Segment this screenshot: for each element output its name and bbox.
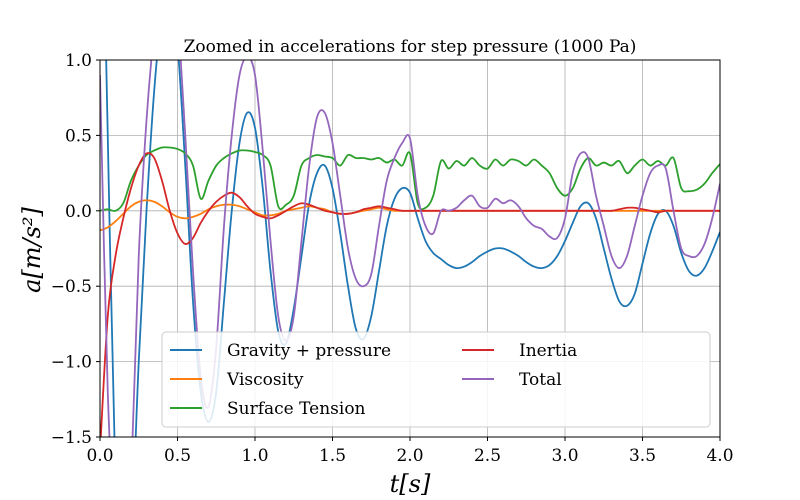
series-line: [100, 152, 720, 437]
x-tick-label: 0.0: [86, 446, 113, 466]
legend-label: Surface Tension: [227, 399, 366, 419]
x-tick-label: 3.5: [629, 446, 656, 466]
legend-label: Inertia: [519, 341, 577, 361]
x-tick-label: 1.5: [319, 446, 346, 466]
series-line: [100, 60, 720, 437]
y-tick-label: −1.0: [51, 353, 92, 373]
y-tick-label: 0.5: [65, 126, 92, 146]
x-tick-label: 0.5: [164, 446, 191, 466]
y-tick-label: −1.5: [51, 428, 92, 448]
series-line: [100, 146, 720, 212]
legend-label: Gravity + pressure: [227, 341, 391, 361]
x-tick-label: 4.0: [706, 446, 733, 466]
x-tick-label: 2.5: [474, 446, 501, 466]
legend-label: Viscosity: [226, 370, 304, 390]
legend-box: [161, 331, 711, 428]
x-tick-label: 2.0: [396, 446, 423, 466]
legend-label: Total: [519, 370, 562, 390]
plot-frame: [99, 59, 721, 438]
y-tick-label: −0.5: [51, 277, 92, 297]
plot-area: [100, 60, 720, 437]
y-tick-label: 1.0: [65, 51, 92, 71]
x-axis-label: t[s]: [390, 470, 431, 498]
y-axis-label: a[m/s²]: [18, 206, 46, 292]
x-tick-label: 1.0: [241, 446, 268, 466]
x-tick-label: 3.0: [551, 446, 578, 466]
y-tick-label: 0.0: [65, 202, 92, 222]
chart-title: Zoomed in accelerations for step pressur…: [184, 37, 637, 57]
series-line: [105, 60, 720, 437]
